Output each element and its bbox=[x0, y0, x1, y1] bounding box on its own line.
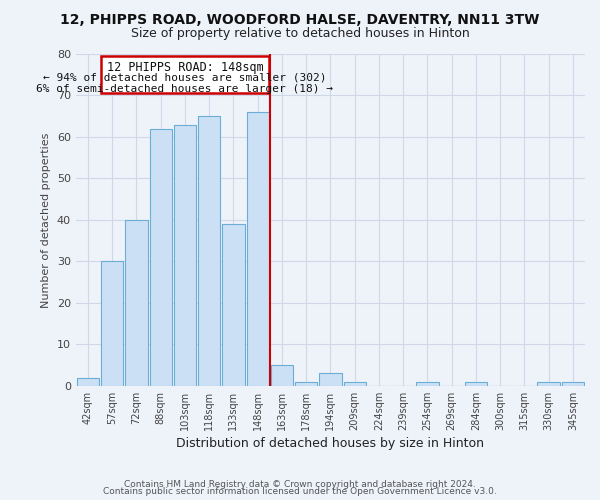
Text: Contains HM Land Registry data © Crown copyright and database right 2024.: Contains HM Land Registry data © Crown c… bbox=[124, 480, 476, 489]
Bar bbox=[538, 382, 560, 386]
X-axis label: Distribution of detached houses by size in Hinton: Distribution of detached houses by size … bbox=[176, 437, 484, 450]
Bar bbox=[125, 220, 148, 386]
Bar bbox=[222, 224, 245, 386]
Text: Contains public sector information licensed under the Open Government Licence v3: Contains public sector information licen… bbox=[103, 487, 497, 496]
Text: 12 PHIPPS ROAD: 148sqm: 12 PHIPPS ROAD: 148sqm bbox=[107, 61, 263, 74]
Bar bbox=[77, 378, 99, 386]
Bar bbox=[319, 374, 341, 386]
Bar bbox=[198, 116, 220, 386]
Y-axis label: Number of detached properties: Number of detached properties bbox=[41, 132, 52, 308]
Bar bbox=[416, 382, 439, 386]
Bar bbox=[465, 382, 487, 386]
Text: 6% of semi-detached houses are larger (18) →: 6% of semi-detached houses are larger (1… bbox=[37, 84, 334, 94]
Text: Size of property relative to detached houses in Hinton: Size of property relative to detached ho… bbox=[131, 28, 469, 40]
Bar bbox=[344, 382, 366, 386]
Text: ← 94% of detached houses are smaller (302): ← 94% of detached houses are smaller (30… bbox=[43, 72, 327, 83]
FancyBboxPatch shape bbox=[101, 56, 269, 94]
Bar bbox=[295, 382, 317, 386]
Bar bbox=[247, 112, 269, 386]
Bar bbox=[271, 365, 293, 386]
Bar bbox=[174, 124, 196, 386]
Bar bbox=[562, 382, 584, 386]
Text: 12, PHIPPS ROAD, WOODFORD HALSE, DAVENTRY, NN11 3TW: 12, PHIPPS ROAD, WOODFORD HALSE, DAVENTR… bbox=[61, 12, 539, 26]
Bar bbox=[149, 128, 172, 386]
Bar bbox=[101, 262, 124, 386]
